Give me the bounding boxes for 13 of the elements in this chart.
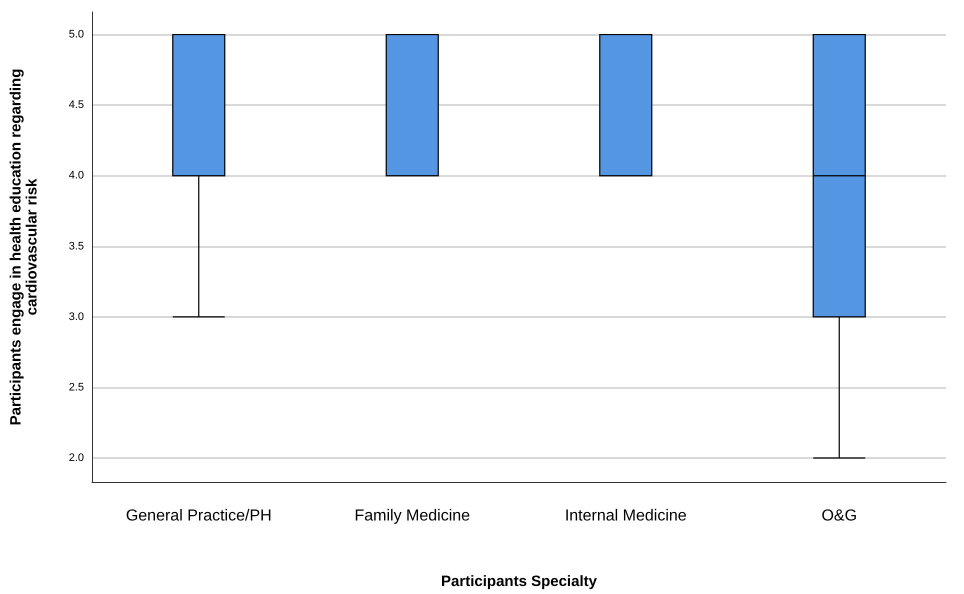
y-tick-label: 5.0 xyxy=(68,28,84,41)
x-tick-label: Internal Medicine xyxy=(564,508,687,524)
y-tick-label: 3.5 xyxy=(68,240,84,252)
y-tick-label: 2.5 xyxy=(68,381,84,394)
x-tick-label: Family Medicine xyxy=(354,508,470,524)
x-tick-label: O&G xyxy=(821,508,858,524)
x-tick-label: General Practice/PH xyxy=(126,508,272,524)
y-axis-title: Participants engage in health education regarding cardiovascular risk xyxy=(8,68,40,426)
y-tick-label: 4.5 xyxy=(68,99,84,112)
y-tick-label: 4.0 xyxy=(68,170,84,182)
x-axis-title: Participants Specialty xyxy=(441,573,598,590)
y-tick-label: 3.0 xyxy=(68,310,84,323)
y-tick-label: 2.0 xyxy=(68,452,84,464)
